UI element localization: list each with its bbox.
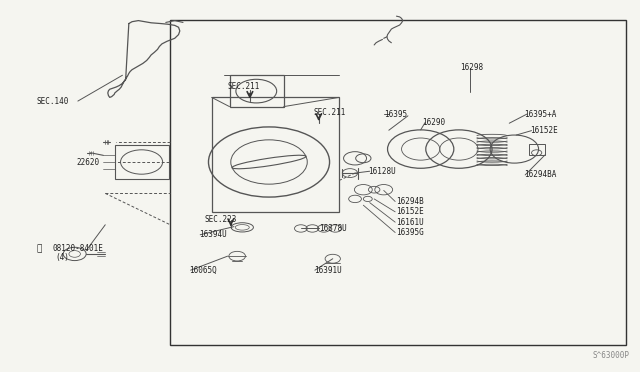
Text: 16394U: 16394U bbox=[199, 230, 227, 239]
Text: 16065Q: 16065Q bbox=[189, 266, 217, 275]
Text: S^63000P: S^63000P bbox=[592, 350, 629, 359]
Text: SEC.211: SEC.211 bbox=[228, 82, 260, 91]
Text: 16395G: 16395G bbox=[396, 228, 424, 237]
Text: SEC.211: SEC.211 bbox=[314, 108, 346, 117]
Text: 16294BA: 16294BA bbox=[524, 170, 556, 179]
Text: 16391U: 16391U bbox=[314, 266, 341, 275]
Text: 16152E: 16152E bbox=[531, 126, 558, 135]
Text: 16395+A: 16395+A bbox=[524, 109, 556, 119]
Text: Ⓑ: Ⓑ bbox=[36, 244, 42, 253]
Text: 08120-8401E: 08120-8401E bbox=[52, 244, 103, 253]
Bar bbox=[170, 20, 626, 345]
Bar bbox=[529, 144, 545, 155]
Text: SEC.223: SEC.223 bbox=[204, 215, 236, 224]
Text: 16298: 16298 bbox=[460, 63, 483, 72]
Bar bbox=[212, 97, 339, 212]
Text: 16395: 16395 bbox=[384, 109, 407, 119]
Bar bbox=[115, 145, 169, 179]
Text: 16294B: 16294B bbox=[396, 197, 424, 206]
Text: 16128U: 16128U bbox=[368, 167, 396, 176]
Text: 16152E: 16152E bbox=[396, 207, 424, 217]
Text: 16290: 16290 bbox=[422, 118, 445, 127]
Text: 16161U: 16161U bbox=[396, 218, 424, 227]
Text: 22620: 22620 bbox=[77, 157, 100, 167]
Bar bbox=[230, 75, 284, 107]
Text: SEC.140: SEC.140 bbox=[36, 97, 69, 106]
Text: (4): (4) bbox=[56, 253, 69, 263]
Text: 16378U: 16378U bbox=[319, 224, 346, 233]
